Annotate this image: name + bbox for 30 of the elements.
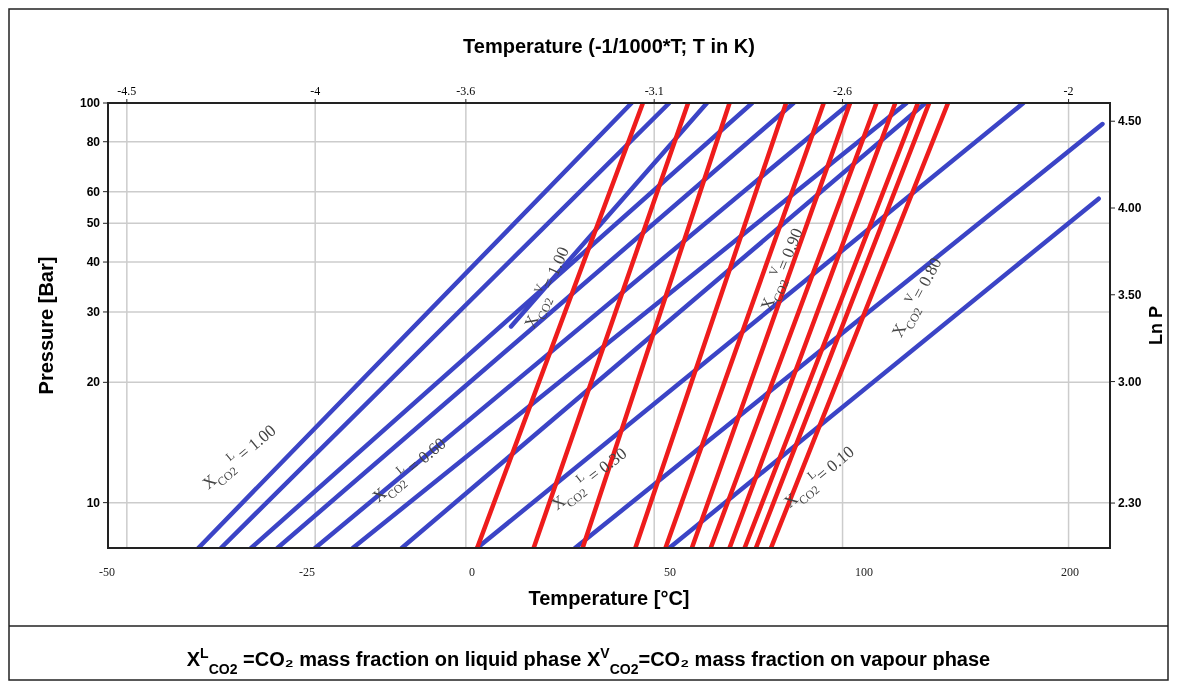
x-tick-label: -4 — [310, 84, 321, 98]
y-tick-label: 60 — [86, 184, 101, 199]
x-tick-label: -4.5 — [117, 84, 137, 98]
text: 200 — [1061, 564, 1079, 579]
y-tick-label: 40 — [86, 255, 101, 270]
x-tick-label: -2 — [1063, 84, 1074, 98]
y2-tick-label: 3.00 — [1118, 374, 1142, 389]
x-tick-label: -3.6 — [456, 84, 476, 98]
text: 50 — [664, 564, 676, 579]
x-axis-title: Temperature [°C] — [528, 587, 690, 609]
x-tick-label: -2.6 — [833, 84, 853, 98]
y-tick-label: 30 — [86, 304, 101, 319]
y2-tick-label: 3.50 — [1118, 287, 1142, 302]
y2-tick-label: 4.50 — [1118, 114, 1142, 129]
text: X$^{L}$$_{CO2}$ =CO₂ mass fraction on liquid phase X$^{V}$$_{CO2}$=CO₂ mass fraction on vapour phase — [186, 645, 991, 677]
text: -25 — [299, 564, 315, 579]
y2-tick-label: 4.00 — [1118, 201, 1142, 215]
x-tick-label: -3.1 — [644, 84, 664, 98]
text: -50 — [99, 564, 115, 579]
y-tick-label: 100 — [79, 96, 101, 110]
y-tick-label: 80 — [86, 134, 101, 149]
y-tick-label: 10 — [86, 495, 101, 510]
y-axis-title: Pressure [Bar] — [35, 256, 57, 395]
y2-axis-title: Ln P — [1146, 306, 1166, 345]
text: 100 — [855, 564, 873, 579]
chart-title: Temperature (-1/1000*T; T in K) — [463, 35, 755, 57]
text: 0 — [469, 564, 475, 579]
y2-tick-label: 2.30 — [1118, 496, 1142, 511]
y-tick-label: 50 — [86, 216, 101, 231]
y-tick-label: 20 — [86, 375, 101, 390]
